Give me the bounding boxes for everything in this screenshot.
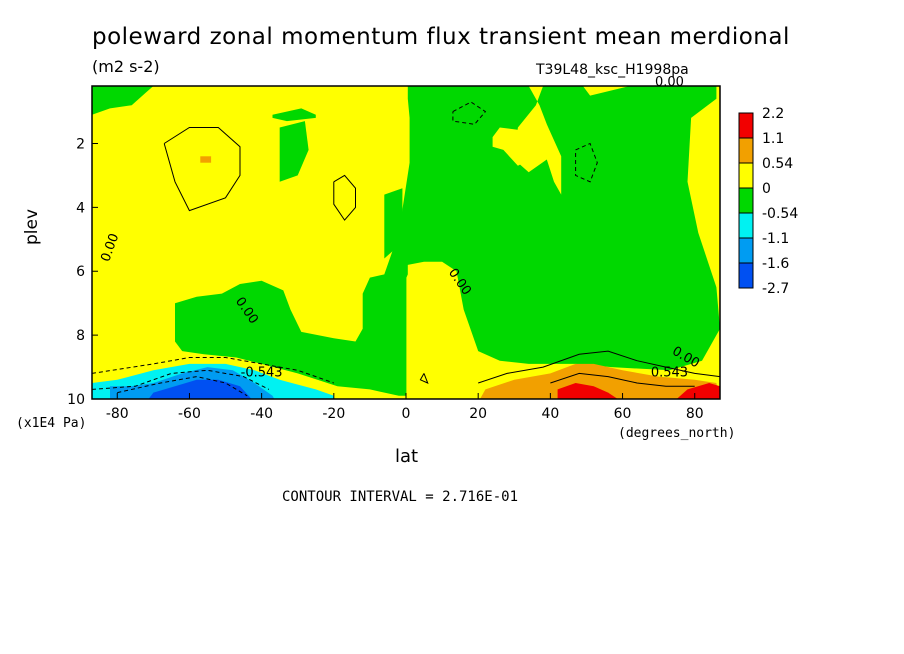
- x-axis-unit: (degrees_north): [618, 426, 736, 441]
- contour-line-1: [163, 127, 241, 212]
- contour-line-2: [333, 174, 356, 221]
- contour-label: -0.543: [241, 366, 283, 381]
- colorbar-label: 0: [762, 181, 771, 197]
- x-tick-label: -20: [322, 406, 345, 422]
- contour-label: 0.543: [651, 366, 688, 381]
- x-tick-label: 0: [402, 406, 411, 422]
- contour-line-dashed-1: [452, 101, 487, 125]
- y-tick-label: 2: [76, 136, 85, 152]
- y-tick-label: 4: [76, 200, 85, 216]
- contour-line-dashed-4: [92, 369, 270, 390]
- y-axis-unit: (x1E4 Pa): [16, 416, 87, 431]
- orange-region-north: [480, 363, 720, 399]
- x-tick-label: 80: [686, 406, 704, 422]
- red-region-north: [557, 383, 618, 399]
- colorbar-swatch: [738, 187, 754, 214]
- colorbar-swatch: [738, 112, 754, 139]
- colorbar-label: -0.54: [762, 206, 798, 222]
- y-tick-label: 8: [76, 328, 85, 344]
- yellow-patch-mid-north: [492, 127, 536, 166]
- orange-spot-south: [200, 156, 212, 163]
- chart-title: poleward zonal momentum flux transient m…: [92, 24, 790, 50]
- contour-line-3: [478, 350, 720, 384]
- green-patch-south-3: [272, 108, 316, 122]
- y-tick-label: 10: [67, 392, 85, 408]
- colorbar-label: -1.6: [762, 256, 789, 272]
- green-patch-south-2: [384, 188, 403, 259]
- x-axis-label: lat: [395, 446, 419, 467]
- chart-units: (m2 s-2): [92, 57, 160, 76]
- contour-line-dashed-5: [117, 376, 248, 397]
- yellow-patch-upper-north: [514, 86, 562, 195]
- colorbar-swatch: [738, 212, 754, 239]
- x-tick-label: -60: [178, 406, 201, 422]
- green-region-main: [175, 86, 720, 396]
- colorbar-swatch: [738, 162, 754, 189]
- colorbar-swatch: [738, 262, 754, 289]
- x-tick-label: -40: [250, 406, 273, 422]
- red-region-northpole: [676, 383, 720, 399]
- run-label: T39L48_ksc_H1998pa: [536, 62, 689, 78]
- green-patch-south-1: [279, 121, 309, 182]
- colorbar-label: -1.1: [762, 231, 789, 247]
- x-tick-label: 60: [614, 406, 632, 422]
- contour-line-5: [419, 373, 429, 384]
- contour-line-dashed-3: [92, 357, 334, 384]
- colorbar-label: 1.1: [762, 131, 784, 147]
- blue-region-south: [148, 379, 252, 399]
- colorbar-label: 0.54: [762, 156, 793, 172]
- y-tick-label: 6: [76, 264, 85, 280]
- contour-label: 0.00: [655, 75, 684, 90]
- contour-interval: CONTOUR INTERVAL = 2.716E-01: [282, 489, 519, 505]
- green-patch-sw-corner: [92, 86, 154, 115]
- x-tick-label: 20: [469, 406, 487, 422]
- colorbar-label: -2.7: [762, 281, 789, 297]
- colorbar-swatch: [738, 237, 754, 264]
- x-tick-label: 40: [541, 406, 559, 422]
- x-tick-label: -80: [106, 406, 129, 422]
- contour-line-4: [550, 372, 695, 387]
- colorbar-swatch: [738, 137, 754, 164]
- colorbar-label: 2.2: [762, 106, 784, 122]
